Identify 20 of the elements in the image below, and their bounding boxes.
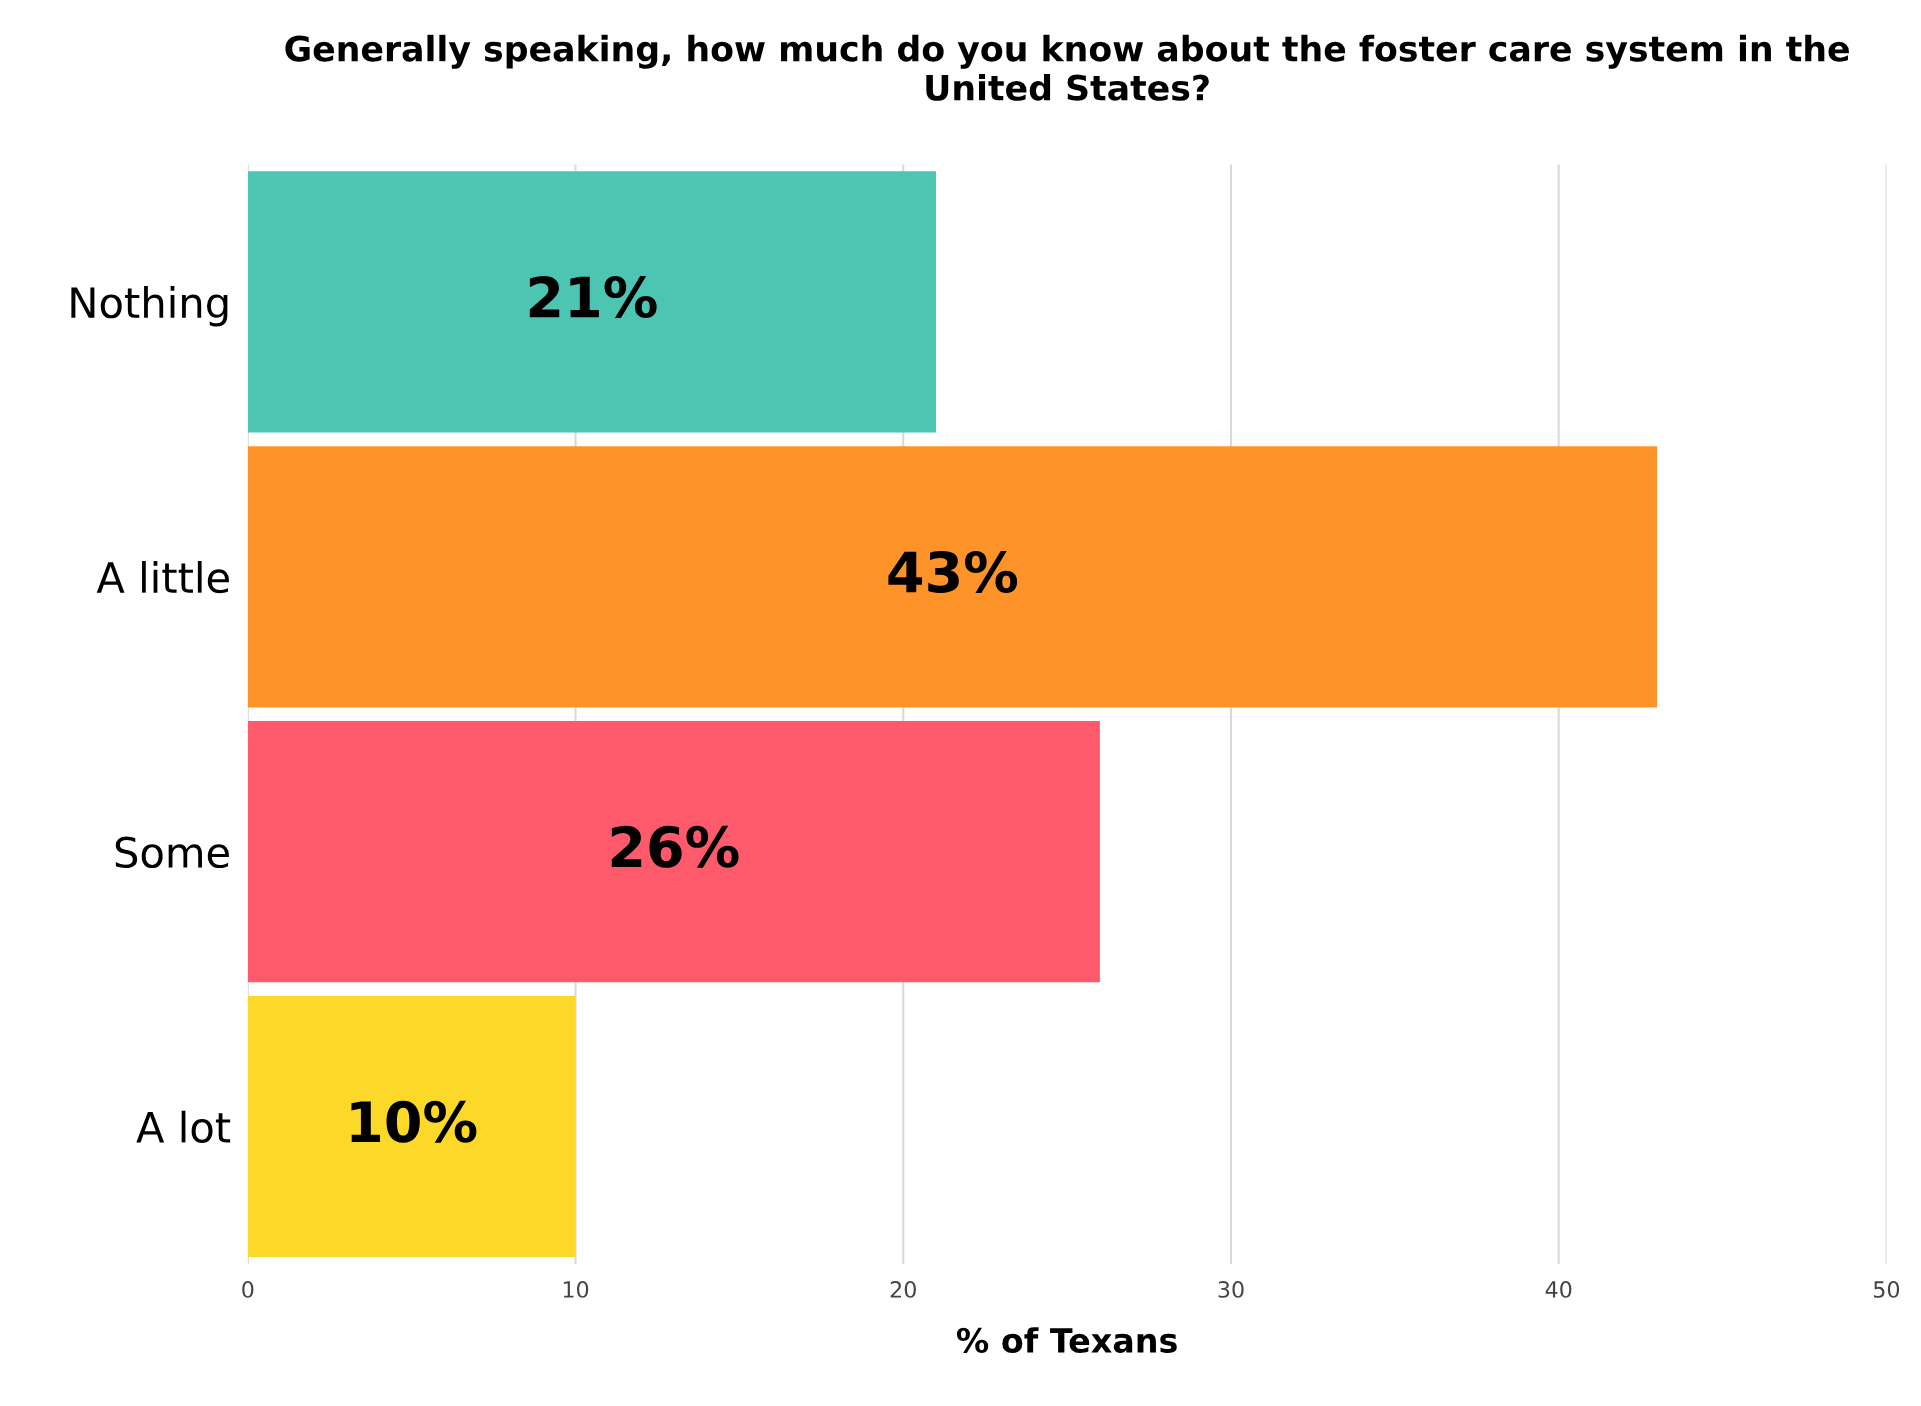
data-label: 43%	[888, 550, 1018, 593]
bar	[247, 721, 1100, 983]
y-tick-label: A little	[96, 560, 229, 594]
data-label: 10%	[351, 1100, 477, 1143]
y-tick-label: A lot	[136, 1110, 231, 1143]
data-label: 21%	[529, 276, 657, 319]
x-axis-title: % of Texans	[956, 1327, 1177, 1353]
y-tick-label: Some	[115, 836, 229, 869]
chart-title: Generally speaking, how much do you know about the foster care system in the United States?	[285, 34, 1849, 101]
y-tick-label: Nothing	[71, 286, 228, 327]
bar	[247, 171, 937, 433]
x-tick-label: 0	[242, 1281, 254, 1298]
x-tick-label: 20	[890, 1281, 916, 1298]
bar	[247, 995, 576, 1258]
x-tick-label: 30	[1218, 1281, 1244, 1298]
x-tick-label: 40	[1545, 1281, 1572, 1298]
data-label: 26%	[611, 825, 739, 868]
bar	[247, 446, 1658, 708]
x-tick-label: 10	[563, 1281, 589, 1298]
x-tick-label: 50	[1874, 1281, 1900, 1298]
